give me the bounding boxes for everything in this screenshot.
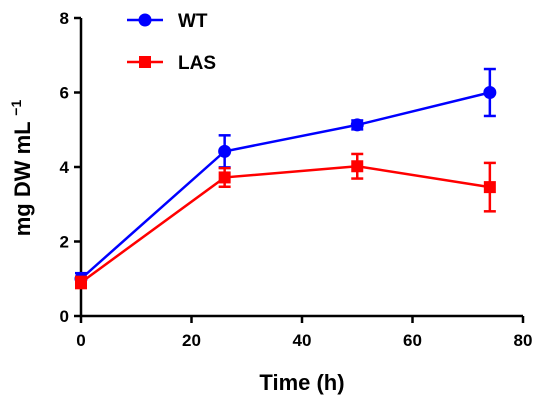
data-point [218,171,231,184]
x-axis-label: Time (h) [259,370,344,395]
legend-label: LAS [178,53,216,74]
y-axis-label-superscript: −1 [8,100,24,116]
legend-marker [139,56,151,68]
data-point [75,276,87,289]
x-tick-label: 20 [182,331,201,350]
x-tick-label: 40 [293,331,312,350]
series-line [80,91,491,280]
x-tick-label: 80 [514,331,533,350]
x-axis-ticks: 0 20 40 60 80 [76,316,532,350]
series-layer [74,67,497,290]
legend-item-las: LAS [127,53,216,74]
data-point [483,181,496,194]
data-point [351,160,364,173]
x-tick-label: 0 [76,331,85,350]
legend: WT LAS [127,11,216,74]
y-tick-label: 8 [60,9,69,28]
legend-item-wt: WT [127,11,208,32]
data-point [483,86,497,99]
x-tick-label: 60 [403,331,422,350]
legend-label: WT [178,11,208,32]
y-tick-label: 2 [60,233,69,252]
data-point [350,118,364,132]
y-axis-ticks: 0 2 4 6 8 [60,9,81,326]
series-line [80,164,491,284]
y-tick-label: 6 [60,84,69,103]
y-axis-label-text: mg DW mL [10,122,35,236]
data-point [218,144,232,158]
plot-area: 0 20 40 60 80 0 2 4 6 8 [60,9,533,350]
series-las [75,152,496,290]
legend-marker [138,13,152,27]
y-axis-label: mg DW mL −1 [8,100,35,237]
y-tick-label: 0 [60,307,69,326]
y-tick-label: 4 [60,158,70,177]
